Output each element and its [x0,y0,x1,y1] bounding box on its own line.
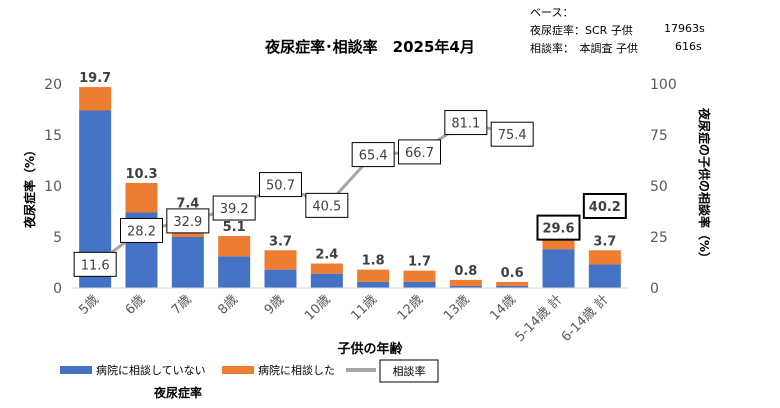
x-tick-label: 5歳 [76,292,102,318]
consult-rate-label: 65.4 [359,149,388,164]
consult-rate-label: 32.9 [173,215,202,230]
base-note-heading: ベース： [530,6,574,19]
bar-not-consulted [496,285,529,288]
base-note-row2-value: 616s [675,40,702,53]
bar-total-label: 0.8 [454,264,477,279]
chart-title: 夜尿症率･相談率 2025年4月 [264,38,475,56]
consult-rate-point [305,192,349,218]
legend-label-consult-rate: 相談率 [393,364,426,378]
bar-not-consulted [171,237,204,288]
consult-rate-point [398,139,441,165]
consult-rate-label: 40.5 [312,199,341,214]
bar-total-label: 7.4 [176,197,199,212]
bar-consulted [264,250,297,270]
x-axis-label: 子供の年齢 [337,341,403,357]
bar-not-consulted [357,281,390,288]
consult-rate-label: 81.1 [451,117,480,132]
consult-rate-label: 11.6 [81,258,110,273]
consult-rate-label: 39.2 [220,202,249,217]
y2-tick-label: 75 [650,128,668,144]
bar-total-label: 2.4 [315,248,338,263]
consult-rate-point [536,214,581,241]
y2-tick-label: 50 [650,179,668,195]
x-tick-label: 14歳 [487,292,518,323]
x-tick-label: 5-14歳 計 [512,292,565,345]
bar-not-consulted [403,281,436,288]
consult-rate-point [120,217,163,243]
bar-not-consulted [588,264,621,288]
bar-not-consulted [264,269,297,288]
base-note-row1-value: 17963s [664,22,705,35]
x-tick-label: 13歳 [441,292,472,323]
legend-title: 夜尿症率 [153,385,202,400]
x-tick-label: 11歳 [348,292,379,323]
bar-consulted [588,250,621,265]
bar-consulted [496,281,529,286]
legend-swatch-not-consulted [60,366,92,374]
y-tick-label: 15 [44,128,62,144]
legend-label-consulted: 病院に相談した [258,363,335,377]
bar-total-label: 3.7 [593,234,616,249]
bar-not-consulted [218,256,251,288]
bar-consulted [403,270,436,282]
base-note-row1-label: 夜尿症率：SCR 子供 [530,24,633,37]
consult-rate-point [351,142,395,168]
consult-rate-point [582,192,627,219]
y-tick-label: 20 [44,77,62,93]
y-tick-label: 5 [53,230,62,246]
y2-tick-label: 0 [650,281,659,297]
legend: 病院に相談していない 病院に相談した 相談率 夜尿症率 [60,359,439,400]
y2-tick-label: 100 [650,77,677,93]
bar-consulted [79,87,112,111]
bar-total-label: 3.7 [269,234,292,249]
bar-total-label: 5.1 [223,220,246,235]
consult-rate-point [73,251,117,277]
x-tick-label: 8歳 [215,292,241,318]
bar-total-label: 10.3 [125,167,157,182]
legend-label-not-consulted: 病院に相談していない [96,363,206,377]
consult-rate-label: 40.2 [589,200,621,215]
consult-rate-label: 28.2 [127,224,156,239]
consult-rate-point [212,195,256,221]
consult-rate-label: 50.7 [266,179,295,194]
bar-total-label: 1.7 [408,255,431,270]
y-axis-label: 夜尿症率（%） [22,144,37,229]
consult-rate-line [94,120,513,266]
x-tick-label: 9歳 [262,292,288,318]
bar-total-label: 19.7 [79,71,111,86]
y2-axis-label: 夜尿症の子供の相談率（%） [697,107,712,264]
consult-rate-label: 29.6 [542,222,574,237]
consult-rate-point [490,121,534,147]
bar-consulted [218,235,251,257]
y-tick-label: 0 [53,281,62,297]
bar-not-consulted [310,273,343,288]
bar-total-label: 0.6 [501,266,524,281]
bar-not-consulted [449,285,482,288]
x-tick-label: 6歳 [123,292,149,318]
y2-tick-label: 25 [650,230,668,246]
y-tick-label: 10 [44,179,62,195]
legend-swatch-consulted [222,366,254,374]
consult-rate-label: 75.4 [498,128,527,143]
bar-consulted [357,269,390,282]
bar-not-consulted [542,249,575,288]
x-tick-label: 10歳 [302,292,333,323]
x-tick-label: 7歳 [169,292,195,318]
bar-consulted [125,182,158,213]
x-tick-label: 6-14歳 計 [558,292,611,345]
consult-rate-label: 66.7 [405,146,434,161]
base-note-row2-label: 相談率： 本調査 子供 [530,42,638,55]
bar-consulted [449,279,482,286]
bar-consulted [310,263,343,274]
x-tick-label: 12歳 [395,292,426,323]
consult-rate-point [444,110,488,136]
consult-rate-point [166,208,210,234]
bar-total-label: 1.8 [362,254,385,269]
legend-box-consult-rate [379,359,439,383]
consult-rate-point [259,172,302,198]
